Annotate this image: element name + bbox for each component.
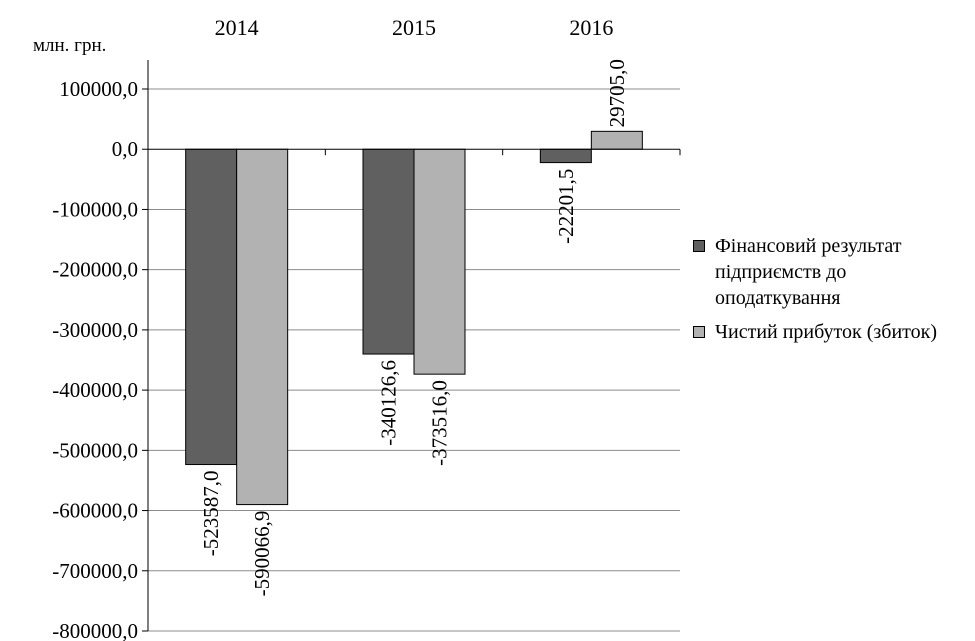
legend-swatch: [693, 240, 705, 252]
data-label: -340126,6: [377, 360, 401, 446]
bar: [539, 148, 592, 164]
data-label: -373516,0: [428, 380, 452, 466]
data-label: 29705,0: [605, 59, 629, 127]
data-label: -523587,0: [199, 471, 223, 557]
y-tick-label: -600000,0: [52, 499, 138, 523]
bars: [185, 130, 643, 506]
legend: Фінансовий результат підприємств до опод…: [693, 233, 973, 353]
category-label: 2014: [215, 15, 259, 40]
y-tick-label: -700000,0: [52, 559, 138, 583]
y-tick-label: -200000,0: [52, 258, 138, 282]
y-tick-label: -800000,0: [52, 619, 138, 641]
bar: [185, 148, 238, 466]
labels: 100000,0 0,0 -100000,0 -200000,0 -300000,0 -4…: [33, 15, 629, 641]
bar: [590, 130, 643, 150]
y-tick-label: -400000,0: [52, 378, 138, 402]
legend-label: Фінансовий результат підприємств до опод…: [715, 235, 902, 309]
bar: [362, 148, 415, 355]
axes: [142, 60, 681, 632]
category-label: 2016: [569, 15, 613, 40]
data-label: -590066,9: [250, 511, 274, 597]
bar: [413, 148, 466, 375]
legend-label: Чистий прибуток (збиток): [715, 321, 938, 343]
data-label: -22201,5: [554, 169, 578, 244]
y-tick-label: -500000,0: [52, 438, 138, 462]
y-unit-label: млн. грн.: [33, 35, 106, 56]
category-label: 2015: [392, 15, 436, 40]
legend-item-financial-result: Фінансовий результат підприємств до опод…: [693, 233, 973, 311]
y-tick-label: 100000,0: [59, 77, 138, 101]
y-tick-label: -300000,0: [52, 318, 138, 342]
legend-swatch: [693, 326, 705, 338]
y-tick-label: -100000,0: [52, 197, 138, 221]
legend-item-net-profit: Чистий прибуток (збиток): [693, 319, 973, 345]
bar: [236, 148, 289, 506]
y-tick-label: 0,0: [112, 137, 138, 161]
